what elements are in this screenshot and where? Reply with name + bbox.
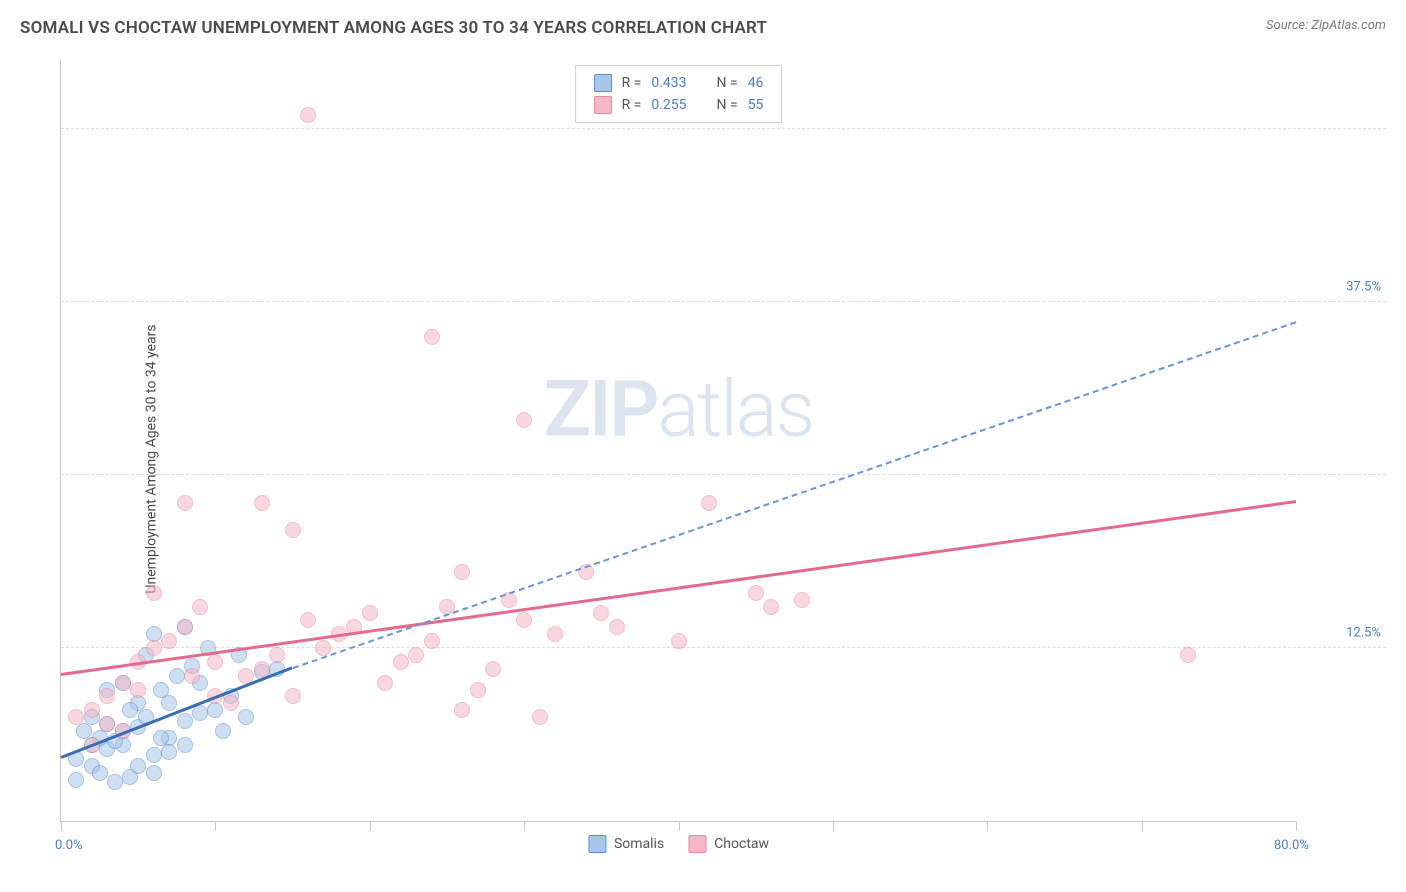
data-point-choctaw [763,599,779,615]
x-tick [524,821,525,831]
x-tick [987,821,988,831]
data-point-somalis [169,668,185,684]
data-point-somalis [177,713,193,729]
data-point-somalis [161,695,177,711]
gridline-horizontal [61,474,1386,475]
data-point-choctaw [192,599,208,615]
series-legend: Somalis Choctaw [588,835,769,853]
data-point-choctaw [99,716,115,732]
data-point-choctaw [377,675,393,691]
data-point-somalis [238,709,254,725]
trendline-choctaw [61,500,1296,676]
data-point-choctaw [454,564,470,580]
x-tick [833,821,834,831]
data-point-choctaw [393,654,409,670]
data-point-somalis [153,730,169,746]
x-tick [1142,821,1143,831]
x-tick [1296,821,1297,831]
data-point-choctaw [146,585,162,601]
data-point-choctaw [285,522,301,538]
data-point-somalis [68,772,84,788]
swatch-somalis-bottom [588,835,606,853]
data-point-somalis [146,747,162,763]
data-point-choctaw [748,585,764,601]
data-point-choctaw [794,592,810,608]
data-point-choctaw [300,107,316,123]
data-point-somalis [122,702,138,718]
data-point-somalis [92,765,108,781]
data-point-choctaw [184,668,200,684]
data-point-choctaw [671,633,687,649]
legend-item-choctaw: Choctaw [688,835,769,853]
legend-row-somalis: R = 0.433 N = 46 [594,72,764,94]
data-point-choctaw [454,702,470,718]
data-point-choctaw [115,675,131,691]
x-tick [215,821,216,831]
data-point-choctaw [470,682,486,698]
data-point-somalis [207,702,223,718]
data-point-somalis [146,765,162,781]
data-point-choctaw [547,626,563,642]
data-point-choctaw [516,412,532,428]
data-point-choctaw [532,709,548,725]
data-point-choctaw [408,647,424,663]
data-point-somalis [215,723,231,739]
swatch-somalis [594,74,612,92]
data-point-choctaw [207,654,223,670]
data-point-choctaw [1180,647,1196,663]
legend-row-choctaw: R = 0.255 N = 55 [594,94,764,116]
swatch-choctaw-bottom [688,835,706,853]
data-point-choctaw [701,495,717,511]
data-point-somalis [192,705,208,721]
data-point-choctaw [146,640,162,656]
trendline-somalis-dashed [292,321,1296,669]
x-tick [61,821,62,831]
watermark: ZIPatlas [544,365,813,456]
data-point-choctaw [269,647,285,663]
y-tick-label: 12.5% [1346,626,1381,641]
data-point-choctaw [161,633,177,649]
chart-title: SOMALI VS CHOCTAW UNEMPLOYMENT AMONG AGE… [20,18,1386,38]
gridline-horizontal [61,301,1386,302]
data-point-choctaw [84,702,100,718]
data-point-somalis [177,737,193,753]
data-point-choctaw [254,495,270,511]
y-tick-label: 37.5% [1346,280,1381,295]
data-point-choctaw [130,682,146,698]
data-point-choctaw [424,329,440,345]
data-point-choctaw [300,612,316,628]
gridline-horizontal [61,128,1386,129]
source-attribution: Source: ZipAtlas.com [1266,18,1386,33]
chart-container: Unemployment Among Ages 30 to 34 years Z… [45,55,1386,862]
data-point-somalis [107,774,123,790]
data-point-somalis [130,758,146,774]
data-point-choctaw [68,709,84,725]
data-point-choctaw [99,688,115,704]
data-point-choctaw [609,619,625,635]
legend-item-somalis: Somalis [588,835,664,853]
data-point-somalis [161,744,177,760]
data-point-choctaw [223,695,239,711]
data-point-choctaw [516,612,532,628]
x-tick-label: 80.0% [1274,838,1309,853]
x-tick [370,821,371,831]
data-point-choctaw [177,619,193,635]
data-point-choctaw [285,688,301,704]
data-point-choctaw [424,633,440,649]
data-point-choctaw [362,605,378,621]
data-point-choctaw [593,605,609,621]
correlation-legend: R = 0.433 N = 46 R = 0.255 N = 55 [575,65,783,123]
x-tick-label: 0.0% [55,838,83,853]
data-point-choctaw [177,495,193,511]
swatch-choctaw [594,96,612,114]
x-tick [679,821,680,831]
scatter-plot: ZIPatlas R = 0.433 N = 46 R = 0.255 N = … [60,60,1296,822]
data-point-choctaw [485,661,501,677]
